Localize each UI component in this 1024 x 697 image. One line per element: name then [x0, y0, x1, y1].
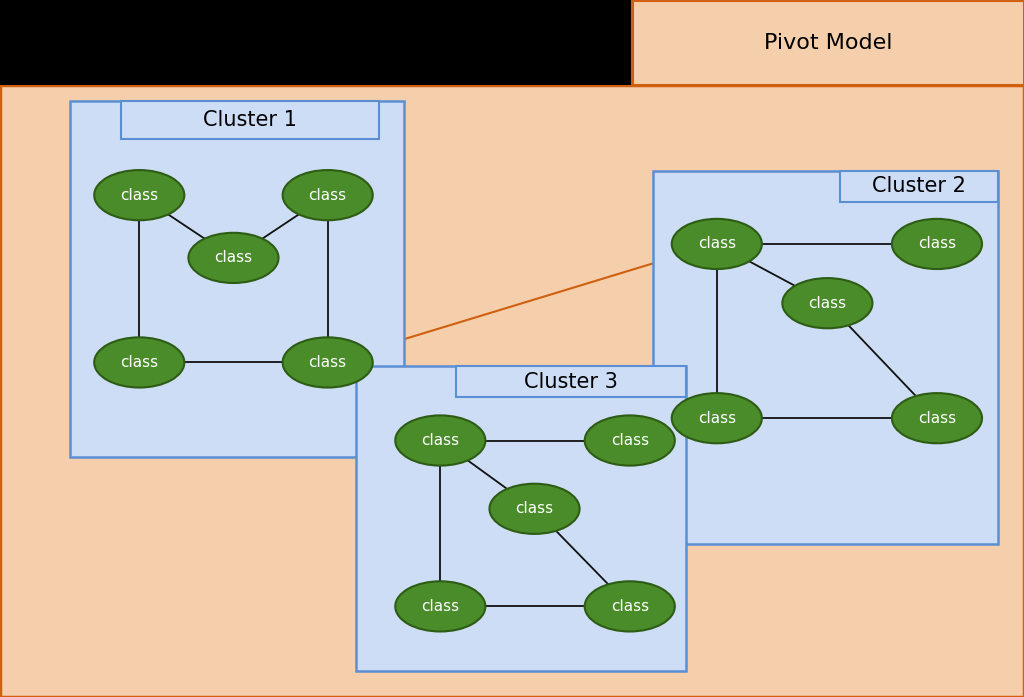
Text: class: class — [918, 411, 956, 426]
FancyBboxPatch shape — [632, 0, 1024, 85]
FancyBboxPatch shape — [653, 171, 998, 544]
Text: class: class — [308, 187, 347, 203]
Text: class: class — [214, 250, 253, 266]
FancyBboxPatch shape — [0, 85, 1024, 697]
Bar — [0, 0, 632, 85]
Text: Cluster 1: Cluster 1 — [203, 110, 297, 130]
Text: Cluster 3: Cluster 3 — [524, 372, 617, 392]
Ellipse shape — [188, 233, 279, 283]
Ellipse shape — [672, 219, 762, 269]
Ellipse shape — [283, 170, 373, 220]
Text: class: class — [120, 187, 159, 203]
FancyBboxPatch shape — [121, 101, 379, 139]
Text: class: class — [610, 599, 649, 614]
Text: class: class — [308, 355, 347, 370]
Text: class: class — [808, 296, 847, 311]
Text: class: class — [421, 599, 460, 614]
Ellipse shape — [782, 278, 872, 328]
Text: class: class — [697, 236, 736, 252]
FancyBboxPatch shape — [456, 366, 686, 397]
Text: class: class — [515, 501, 554, 516]
Text: class: class — [421, 433, 460, 448]
Ellipse shape — [489, 484, 580, 534]
Ellipse shape — [395, 581, 485, 631]
Ellipse shape — [94, 170, 184, 220]
Ellipse shape — [94, 337, 184, 388]
Text: class: class — [610, 433, 649, 448]
Text: class: class — [918, 236, 956, 252]
Ellipse shape — [585, 581, 675, 631]
Ellipse shape — [585, 415, 675, 466]
FancyBboxPatch shape — [70, 101, 404, 457]
Ellipse shape — [892, 219, 982, 269]
Text: class: class — [120, 355, 159, 370]
Text: Cluster 2: Cluster 2 — [872, 176, 966, 197]
Ellipse shape — [672, 393, 762, 443]
Text: class: class — [697, 411, 736, 426]
Ellipse shape — [283, 337, 373, 388]
FancyBboxPatch shape — [840, 171, 998, 202]
Ellipse shape — [395, 415, 485, 466]
Ellipse shape — [892, 393, 982, 443]
Text: Pivot Model: Pivot Model — [764, 33, 892, 52]
FancyBboxPatch shape — [356, 366, 686, 671]
